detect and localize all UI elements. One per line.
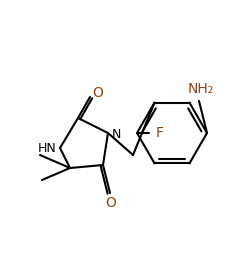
Text: NH₂: NH₂ (188, 82, 214, 96)
Text: F: F (156, 126, 164, 140)
Text: O: O (106, 196, 116, 210)
Text: HN: HN (37, 141, 56, 154)
Text: N: N (112, 128, 121, 141)
Text: O: O (93, 86, 103, 100)
